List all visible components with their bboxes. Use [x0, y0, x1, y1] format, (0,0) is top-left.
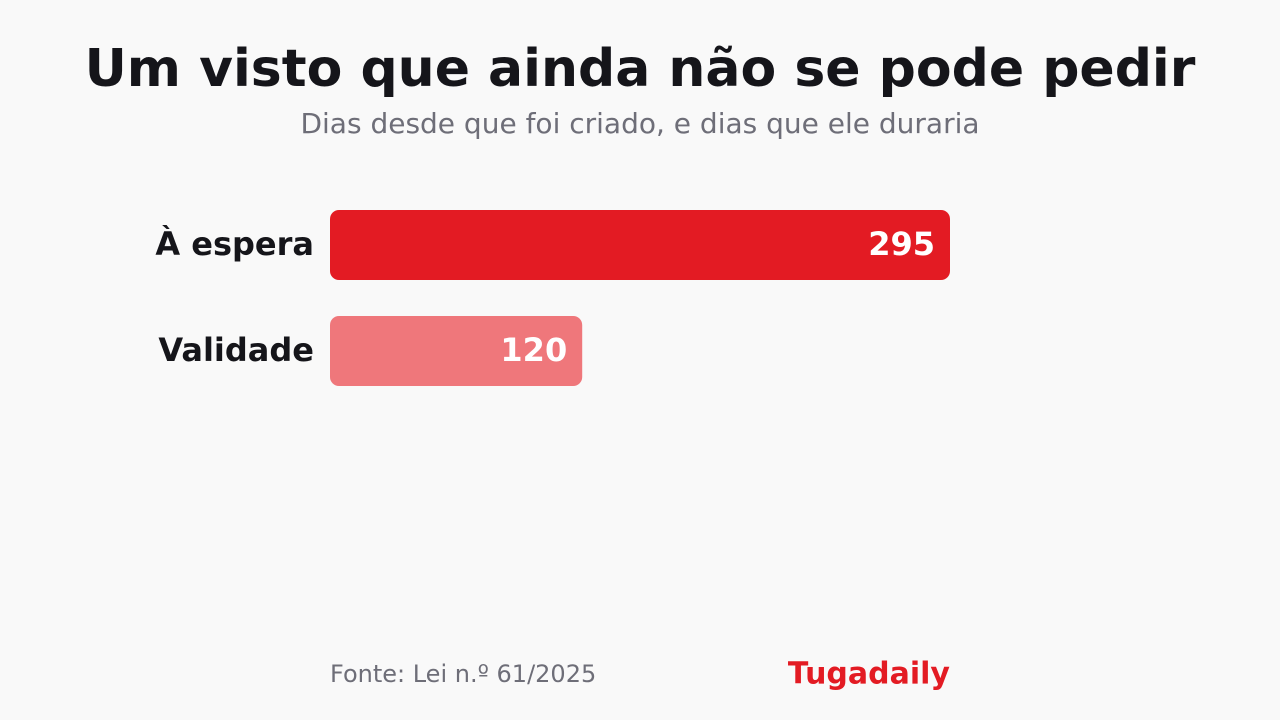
- brand: Tugadaily: [788, 657, 951, 692]
- source: Fonte: Lei n.º 61/2025: [330, 660, 596, 688]
- value-label: 295: [868, 225, 935, 263]
- value-label: 120: [500, 331, 567, 369]
- bar: [330, 210, 950, 280]
- category-label: Validade: [158, 331, 314, 369]
- chart-title: Um visto que ainda não se pode pedir: [85, 39, 1196, 99]
- category-label: À espera: [155, 225, 314, 263]
- bar: [330, 316, 583, 386]
- chart-subtitle: Dias desde que foi criado, e dias que el…: [300, 107, 979, 140]
